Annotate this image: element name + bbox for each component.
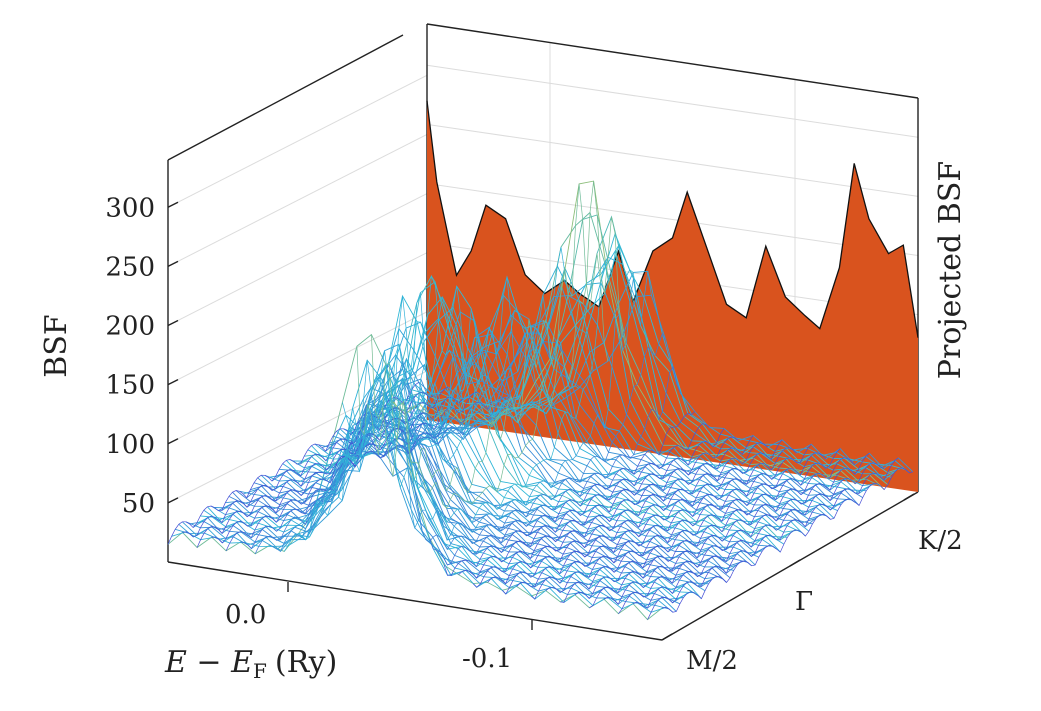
surface-e-line: [661, 467, 913, 613]
gridline: [167, 133, 428, 267]
projection-fill: [427, 100, 918, 493]
surface-e-line: [356, 183, 609, 494]
gridline: [167, 74, 428, 208]
y-tick-gamma: Γ: [795, 587, 813, 617]
surface-e-line: [283, 292, 536, 552]
x-axis-title-sub: F: [253, 659, 267, 683]
surface-e-line: [589, 448, 841, 609]
surface-e-line: [269, 360, 521, 552]
surface-e-line: [618, 452, 870, 614]
z-tick-3: 200: [105, 312, 155, 342]
surface-e-line: [472, 428, 725, 588]
back-left-wall: [168, 24, 427, 562]
z-tick-labels: 50 100 150 200 250 300: [105, 193, 179, 519]
surface-e-line: [400, 271, 652, 541]
projection-axis-title: Projected BSF: [933, 161, 968, 379]
surface-e-line: [298, 275, 550, 540]
z-tick-0: 50: [122, 489, 155, 519]
z-tick-mark: [167, 438, 179, 445]
surface-e-line: [414, 333, 667, 550]
surface-e-line: [371, 181, 623, 509]
gridline: [167, 193, 428, 326]
surface-e-line: [443, 411, 696, 576]
gridline: [426, 183, 919, 257]
surface-e-line: [487, 436, 739, 585]
surface-e-line: [647, 457, 899, 620]
y-tick-k2: K/2: [918, 526, 963, 556]
surface-e-line: [385, 244, 638, 524]
z-tick-mark: [167, 497, 179, 504]
surface-e-line: [167, 381, 420, 545]
surface-e-line: [574, 452, 826, 599]
x-axis-title-main: E − E: [164, 645, 253, 680]
y-tick-labels: M/2 Γ K/2: [661, 493, 963, 676]
surface-e-line: [603, 457, 856, 605]
surface-e-line: [225, 391, 478, 551]
surface-e-line: [516, 442, 768, 588]
surface-e-line: [632, 462, 884, 609]
z-tick-2: 150: [105, 371, 155, 401]
projected-bsf: [426, 100, 919, 493]
bsf-surface: [167, 180, 914, 621]
x-axis-title: E − EF (Ry): [164, 645, 337, 683]
gridline: [167, 311, 428, 445]
z-tick-5: 300: [105, 193, 155, 223]
z-tick-1: 100: [105, 430, 155, 460]
z-tick-mark: [167, 201, 179, 208]
x-tick-labels: 0.0 -0.1: [225, 582, 533, 674]
y-tick-m2: M/2: [686, 646, 738, 676]
surface-e-line: [560, 443, 812, 603]
z-axis-title: BSF: [39, 314, 74, 377]
surface-e-line: [545, 447, 797, 593]
projection-outline: [426, 100, 919, 338]
surface-e-line: [429, 366, 681, 566]
z-tick-mark: [167, 379, 179, 386]
surface-e-line: [327, 276, 579, 502]
x-tick-1: -0.1: [462, 644, 512, 674]
surface-e-line: [182, 392, 434, 538]
surface-e-line: [458, 423, 710, 579]
z-tick-mark: [167, 260, 179, 268]
surface-e-line: [312, 286, 565, 517]
gridline: [426, 64, 919, 138]
z-tick-mark: [167, 319, 179, 327]
surface-e-line: [501, 435, 754, 595]
x-axis-title-unit: (Ry): [275, 645, 337, 680]
gridline: [426, 123, 919, 197]
gridline: [167, 252, 428, 386]
surface-e-line: [530, 439, 783, 600]
z-tick-4: 250: [105, 252, 155, 282]
x-tick-0: 0.0: [225, 600, 266, 630]
